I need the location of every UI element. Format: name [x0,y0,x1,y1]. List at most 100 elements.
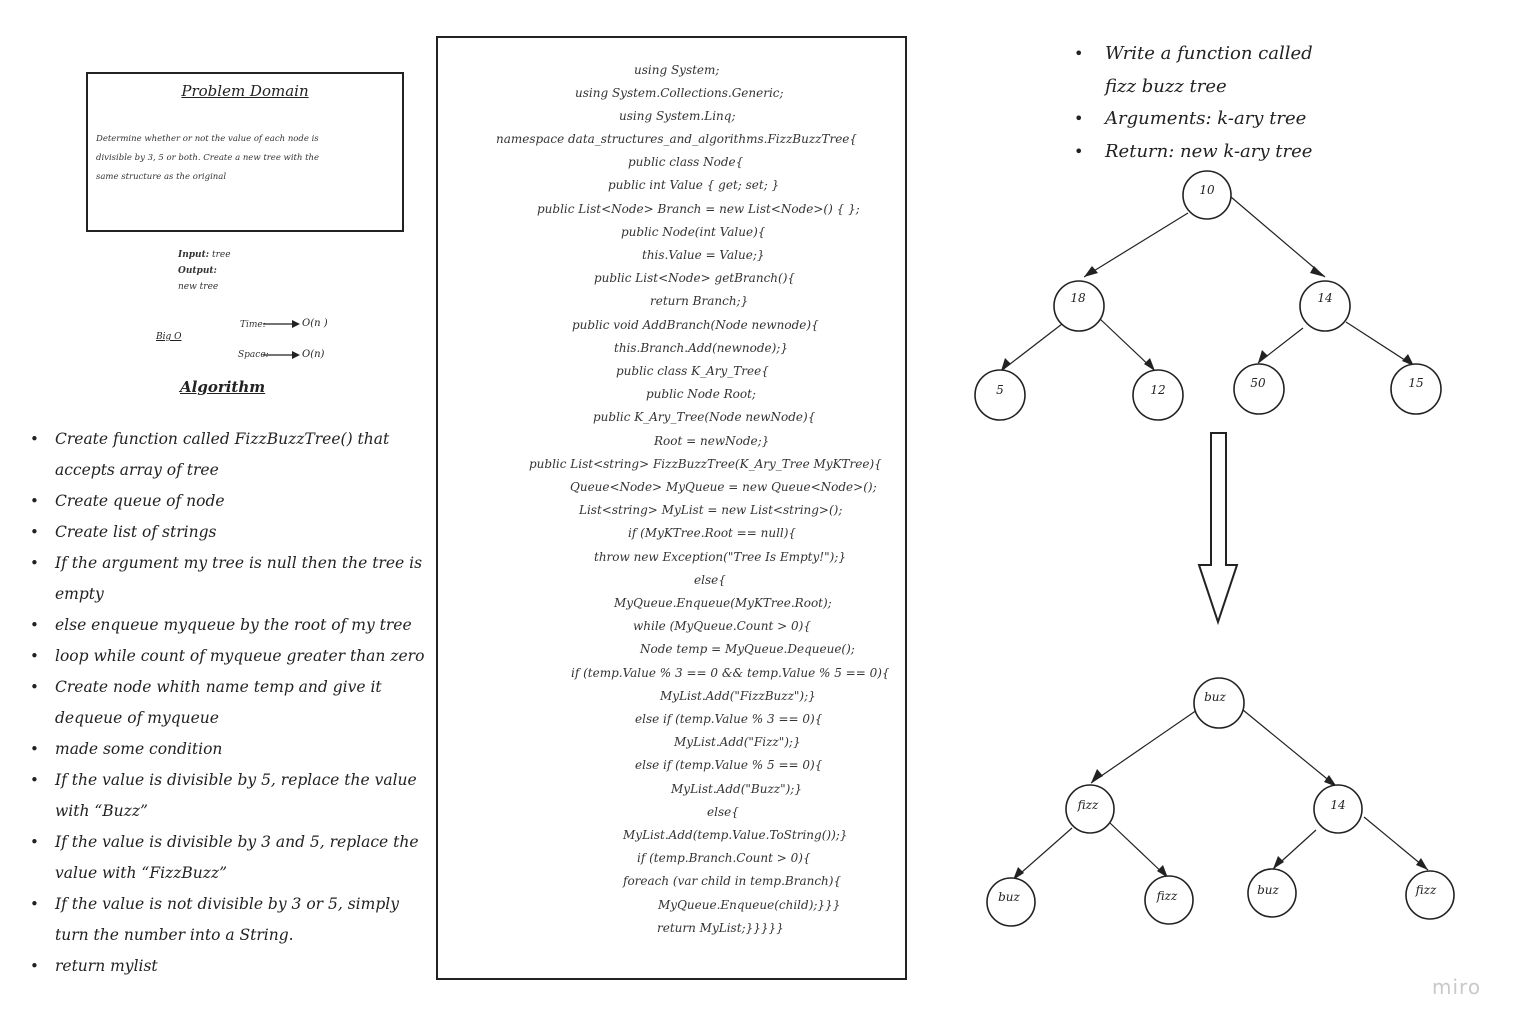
arrowhead-icon [1013,867,1024,880]
code-line: using System.Linq; [619,109,736,123]
tree-edge [1000,323,1063,372]
code-line: if (MyKTree.Root == null){ [628,526,797,540]
node-label: 15 [1408,376,1423,390]
arrowhead-icon [1310,266,1325,277]
code-line: public List<string> FizzBuzzTree(K_Ary_T… [529,457,882,471]
code-line: while (MyQueue.Count > 0){ [633,619,811,633]
code-line: namespace data_structures_and_algorithms… [496,132,858,146]
code-line: else if (temp.Value % 3 == 0){ [635,712,823,726]
requirement-item: Return: new k-ary tree [1074,136,1334,169]
code-line: public List<Node> getBranch(){ [594,271,796,285]
requirements-list: Write a function called fizz buzz tree A… [1074,38,1334,168]
space-label: Space: [238,350,269,360]
code-line: using System; [634,63,720,77]
arrowhead-icon [1157,865,1168,878]
code-line: using System.Collections.Generic; [575,86,784,100]
code-line: public Node Root; [646,387,756,401]
node-label: buz [1257,883,1279,897]
problem-domain-card: Problem Domain Determine whether or not … [86,72,404,232]
node-label: 18 [1070,291,1086,305]
requirement-item: Write a function called fizz buzz tree [1074,38,1334,103]
code-line: MyList.Add("FizzBuzz");} [660,689,816,703]
node-label: fizz [1077,798,1099,812]
algorithm-step: Create list of strings [30,517,435,548]
node-label: fizz [1156,889,1178,903]
arrowhead-icon [1273,856,1284,869]
problem-domain-title: Problem Domain [181,82,309,100]
input-label: Input: [178,250,210,260]
code-line: Node temp = MyQueue.Dequeue(); [640,642,855,656]
node-label: buz [1204,690,1226,704]
tree-node [1247,868,1297,918]
arrowhead-icon [1324,775,1337,787]
arrowhead-icon [1091,769,1103,783]
algorithm-steps-list: Create function called FizzBuzzTree() th… [30,424,435,982]
output-value: new tree [178,282,219,292]
node-label: 14 [1330,798,1345,812]
algorithm-title: Algorithm [180,378,266,396]
code-box: using System; using System.Collections.G… [436,36,907,980]
node-label: 14 [1317,291,1332,305]
code-line: else if (temp.Value % 5 == 0){ [635,758,823,772]
code-line: Queue<Node> MyQueue = new Queue<Node>(); [570,480,877,494]
code-line: foreach (var child in temp.Branch){ [623,874,842,888]
tree-node [1233,363,1285,415]
code-line: MyList.Add("Fizz");} [674,735,801,749]
code-line: public List<Node> Branch = new List<Node… [537,202,860,216]
node-label: 12 [1150,383,1165,397]
tree-edge [1012,827,1073,881]
code-line: else{ [694,573,726,587]
arrowhead-icon [1258,350,1268,363]
code-line: this.Value = Value;} [642,248,765,262]
output-label: Output: [178,266,217,276]
code-line: else{ [707,805,739,819]
code-line: throw new Exception("Tree Is Empty!");} [594,550,846,564]
tree-node [974,369,1026,421]
input-row: Input: tree [178,250,231,260]
tree-node [1405,870,1455,920]
algorithm-step: If the value is not divisible by 3 or 5,… [30,889,435,951]
algorithm-step: made some condition [30,734,435,765]
tree-node [1299,280,1351,332]
code-line: public K_Ary_Tree(Node newNode){ [593,410,816,424]
big-o-label: Big O [156,332,182,342]
algorithm-step: Create function called FizzBuzzTree() th… [30,424,435,486]
tree-edge [1242,709,1338,788]
arrowhead-icon [1416,858,1428,870]
tree-node [1182,170,1232,220]
tree-node [1144,875,1194,925]
algorithm-step: return mylist [30,951,435,982]
tree-node [1053,280,1105,332]
tree-node [1313,784,1363,834]
arrowhead-icon [1144,358,1155,371]
code-line: MyList.Add(temp.Value.ToString());} [623,828,848,842]
code-line: return Branch;} [650,294,749,308]
requirement-item: Arguments: k-ary tree [1074,103,1334,136]
input-value: tree [211,250,231,260]
arrowhead-icon [1402,354,1414,366]
code-line: Root = newNode;} [654,434,770,448]
algorithm-step: If the value is divisible by 5, replace … [30,765,435,827]
code-line: if (temp.Branch.Count > 0){ [637,851,811,865]
code-line: public class K_Ary_Tree{ [616,364,769,378]
code-line: public int Value { get; set; } [608,178,780,192]
algorithm-step: else enqueue myqueue by the root of my t… [30,610,435,641]
time-complexity-value: O(n ) [302,318,328,329]
arrowhead-icon [1084,266,1098,277]
node-label: buz [998,890,1020,904]
tree-node [986,877,1036,927]
tree-node [1132,369,1184,421]
code-line: public Node(int Value){ [621,225,766,239]
tree-node [1193,677,1245,729]
tree-edge [1090,709,1198,784]
code-line: List<string> MyList = new List<string>()… [579,503,843,517]
tree-edge [1230,196,1326,278]
code-line: public void AddBranch(Node newnode){ [572,318,819,332]
time-label: Time: [240,320,266,330]
code-line: public class Node{ [628,155,744,169]
tree-edge [1363,816,1429,871]
code-line: MyList.Add("Buzz");} [671,782,802,796]
node-label: 10 [1199,183,1215,197]
code-line: if (temp.Value % 3 == 0 && temp.Value % … [571,666,890,680]
